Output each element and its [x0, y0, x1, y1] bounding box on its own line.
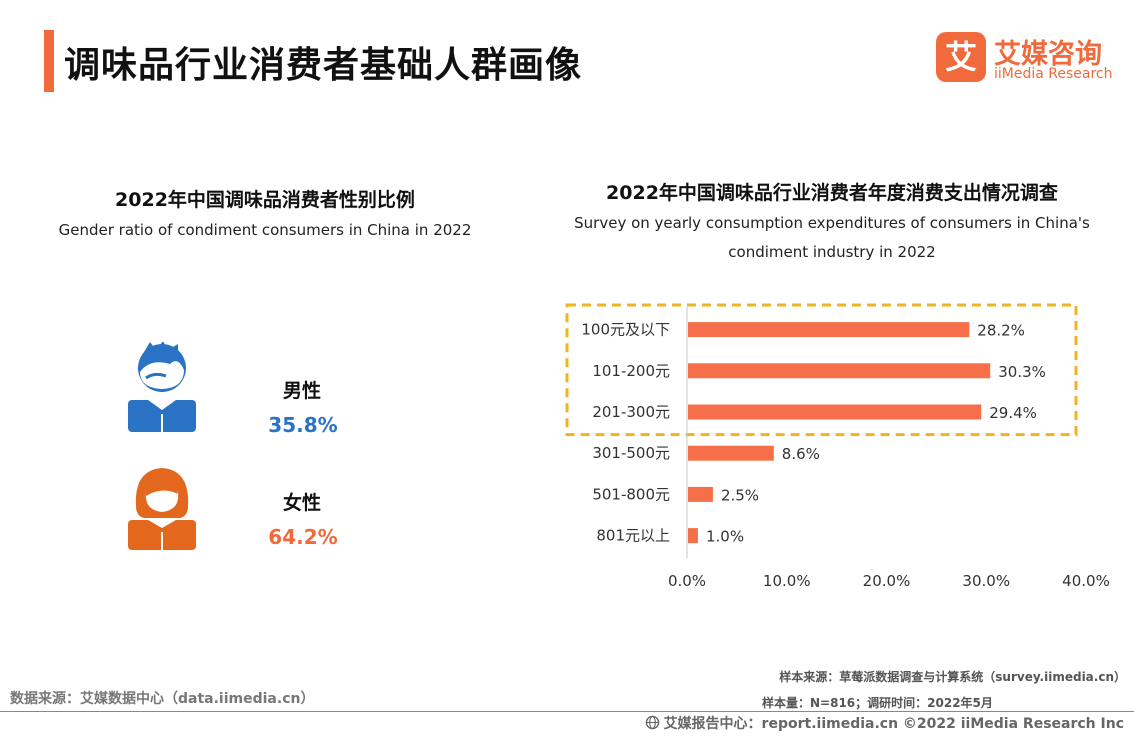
gender-chart-title: 2022年中国调味品消费者性别比例	[115, 189, 415, 211]
brand-name-en: iiMedia Research	[994, 66, 1113, 82]
page-title: 调味品行业消费者基础人群画像	[64, 45, 583, 86]
bar	[688, 404, 982, 420]
brand-name-cn: 艾媒咨询	[994, 39, 1102, 70]
bar-value-label: 1.0%	[706, 528, 744, 546]
bar	[688, 445, 774, 461]
category-label: 801元以上	[596, 527, 670, 545]
bar	[688, 528, 698, 544]
report-center: 艾媒报告中心：report.iimedia.cn ©2022 iiMedia R…	[645, 713, 1124, 733]
female-person-icon	[128, 468, 196, 550]
sample-source: 样本来源：草莓派数据调查与计算系统（survey.iimedia.cn）	[779, 670, 1126, 684]
female-percentage: 64.2%	[268, 525, 338, 549]
male-percentage: 35.8%	[268, 413, 338, 437]
category-label: 501-800元	[592, 485, 670, 503]
sample-size: 样本量：N=816；调研时间：2022年5月	[762, 696, 993, 710]
highlight-box	[565, 303, 1078, 437]
brand-logo-char: 艾	[944, 38, 977, 76]
bar	[688, 486, 713, 502]
category-label: 301-500元	[592, 444, 670, 462]
bar	[688, 322, 970, 338]
male-person-icon	[128, 342, 196, 432]
female-label: 女性	[282, 492, 321, 514]
brand-logo-box	[936, 32, 986, 82]
x-tick-label: 10.0%	[763, 572, 811, 590]
spending-chart-title: 2022年中国调味品行业消费者年度消费支出情况调查	[606, 182, 1058, 204]
spending-chart-subtitle-line2: condiment industry in 2022	[728, 243, 936, 261]
bar-value-label: 2.5%	[721, 486, 759, 504]
x-tick-label: 40.0%	[1062, 572, 1110, 590]
x-tick-label: 30.0%	[962, 572, 1010, 590]
x-tick-label: 0.0%	[668, 572, 706, 590]
footer-divider	[0, 711, 1134, 712]
brand-logo: 艾 艾媒咨询 iiMedia Research	[936, 32, 1126, 88]
x-tick-label: 20.0%	[863, 572, 911, 590]
gender-chart-subtitle: Gender ratio of condiment consumers in C…	[58, 221, 472, 239]
category-label: 101-200元	[592, 362, 670, 380]
category-label: 201-300元	[592, 403, 670, 421]
bar-value-label: 30.3%	[998, 363, 1046, 381]
spending-chart-subtitle-line1: Survey on yearly consumption expenditure…	[574, 214, 1090, 232]
bar-value-label: 8.6%	[782, 445, 820, 463]
male-label: 男性	[282, 380, 321, 402]
bar-value-label: 28.2%	[977, 322, 1025, 340]
category-label: 100元及以下	[581, 321, 670, 339]
data-source: 数据来源：艾媒数据中心（data.iimedia.cn）	[10, 691, 315, 707]
title-accent-bar	[44, 30, 54, 92]
bar-value-label: 29.4%	[989, 404, 1037, 422]
report-center-text: 艾媒报告中心：report.iimedia.cn ©2022 iiMedia R…	[663, 716, 1124, 732]
globe-icon	[645, 715, 659, 730]
bar	[688, 363, 991, 379]
